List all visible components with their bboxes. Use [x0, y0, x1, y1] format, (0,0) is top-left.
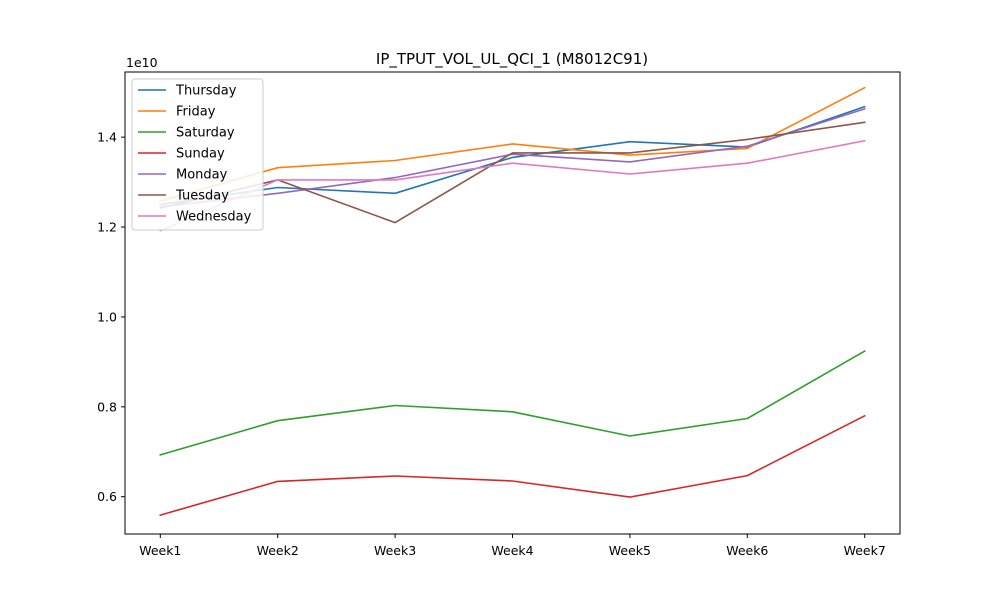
legend-label: Sunday	[176, 147, 225, 162]
x-tick-label: Week6	[726, 543, 768, 558]
y-tick-label: 0.6	[97, 489, 117, 504]
x-axis: Week1 Week2 Week3 Week4 Week5 Week6 Week7	[139, 534, 886, 558]
legend-label: Saturday	[176, 126, 235, 141]
legend-label: Friday	[176, 105, 216, 120]
legend-label: Monday	[176, 168, 228, 183]
x-tick-label: Week7	[844, 543, 886, 558]
x-tick-label: Week5	[609, 543, 651, 558]
x-tick-label: Week3	[374, 543, 416, 558]
series-lines	[159, 86, 866, 517]
y-tick-label: 1.4	[97, 130, 117, 145]
legend-box	[131, 78, 264, 231]
y-tick-label: 1.0	[97, 309, 117, 324]
x-tick-label: Week1	[139, 543, 181, 558]
x-tick-label: Week4	[491, 543, 533, 558]
series-line-friday	[159, 86, 866, 202]
chart-title: IP_TPUT_VOL_UL_QCI_1 (M8012C91)	[376, 50, 648, 69]
series-line-thursday	[159, 105, 866, 206]
y-axis: 0.6 0.8 1.0 1.2 1.4	[97, 130, 125, 504]
y-tick-label: 0.8	[97, 399, 117, 414]
series-line-saturday	[159, 350, 866, 456]
series-line-tuesday	[159, 121, 866, 224]
x-tick-label: Week2	[257, 543, 299, 558]
series-line-wednesday	[159, 139, 866, 232]
legend: Thursday Friday Saturday Sunday Monday Tuesda…	[131, 78, 264, 231]
legend-label: Wednesday	[176, 210, 252, 225]
y-scale-label: 1e10	[126, 55, 158, 70]
plot-area-frame	[124, 71, 901, 535]
y-tick-label: 1.2	[97, 220, 117, 235]
series-line-sunday	[159, 414, 866, 517]
series-line-monday	[159, 107, 866, 208]
legend-label: Tuesday	[175, 189, 229, 204]
legend-label: Thursday	[175, 84, 237, 99]
